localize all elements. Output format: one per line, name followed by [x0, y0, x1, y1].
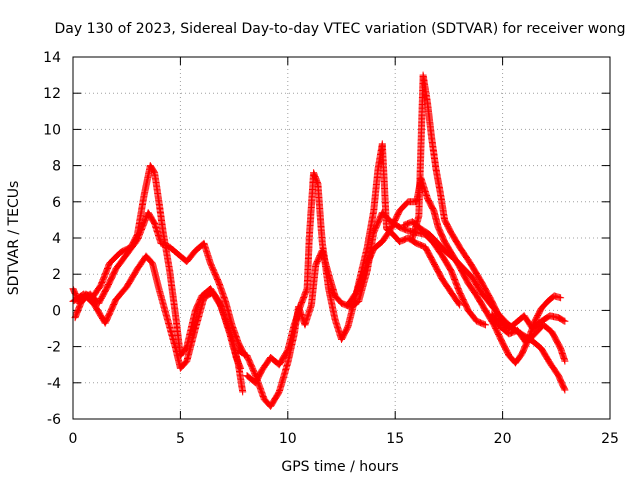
data-point	[561, 357, 569, 365]
series-track-8	[400, 218, 569, 394]
plot-frame	[72, 56, 611, 420]
x-tick-label-3: 15	[386, 431, 404, 447]
x-tick-label-2: 10	[279, 431, 297, 447]
y-tick-label-0: -6	[47, 412, 61, 428]
data-point	[560, 317, 568, 325]
x-tick-label-0: 0	[69, 431, 78, 447]
axis-ticks: 0 5 10 15 20 25 -6 -4 -2 0 2 4 6 8 10 12 14	[43, 50, 619, 447]
series-track-5	[243, 140, 464, 387]
data-point	[237, 364, 245, 372]
data-point	[561, 386, 569, 394]
y-tick-label-10: 14	[43, 50, 61, 66]
data-point	[481, 321, 489, 329]
y-tick-label-3: 0	[52, 303, 61, 319]
x-tick-label-5: 25	[601, 431, 619, 447]
y-tick-label-7: 8	[52, 159, 61, 175]
series-track-3	[69, 252, 245, 372]
data-point	[239, 388, 247, 396]
chart-title: Day 130 of 2023, Sidereal Day-to-day VTE…	[55, 21, 626, 37]
y-axis-label: SDTVAR / TECUs	[6, 181, 22, 296]
grid-lines	[73, 57, 610, 419]
y-tick-label-2: -2	[47, 340, 61, 356]
x-tick-label-1: 5	[176, 431, 185, 447]
y-tick-label-5: 4	[52, 231, 61, 247]
y-tick-label-9: 12	[43, 86, 61, 102]
x-tick-label-4: 20	[494, 431, 512, 447]
y-tick-label-8: 10	[43, 122, 61, 138]
y-tick-label-4: 2	[52, 267, 61, 283]
y-tick-label-6: 6	[52, 195, 61, 211]
data-point	[561, 317, 569, 325]
y-tick-label-1: -4	[47, 376, 61, 392]
data-point	[455, 300, 463, 308]
data-markers	[69, 71, 569, 410]
data-point	[456, 301, 464, 309]
series-track-9	[488, 310, 569, 365]
series-track-6	[344, 174, 565, 367]
x-axis-label: GPS time / hours	[281, 459, 398, 475]
data-point	[557, 294, 565, 302]
